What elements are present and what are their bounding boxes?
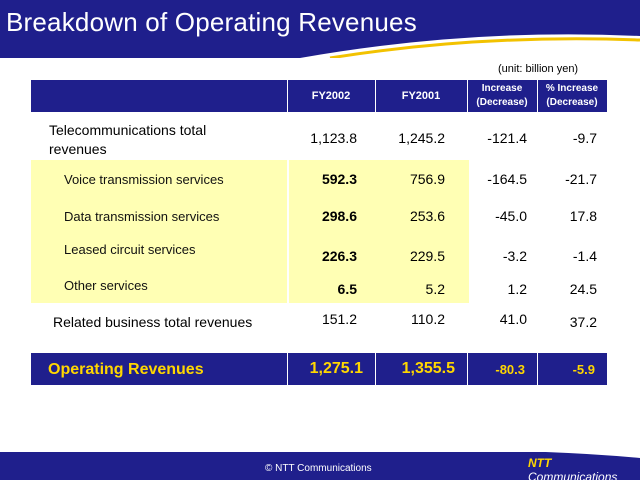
row-data-fy2002: 298.6 xyxy=(321,208,357,224)
col-fy2001: FY2001 xyxy=(401,90,441,102)
total-inc: -80.3 xyxy=(495,362,525,377)
row-data-fy2001: 253.6 xyxy=(409,208,445,224)
row-data-label: Data transmission services xyxy=(64,209,220,224)
fy-columns-highlight xyxy=(289,160,469,303)
row-voice-label: Voice transmission services xyxy=(64,172,224,187)
unit-note: (unit: billion yen) xyxy=(498,63,579,75)
row-leased-inc: -3.2 xyxy=(502,248,527,264)
row-other-fy2001: 5.2 xyxy=(425,281,445,297)
footer-bar xyxy=(0,452,640,480)
ntt-communications-logo: NTT Communications xyxy=(528,456,640,480)
row-related-pct: 37.2 xyxy=(569,314,597,330)
col-increase-line1: Increase xyxy=(481,83,523,94)
col-pct-line1: % Increase xyxy=(545,83,599,94)
logo-communications: Communications xyxy=(528,470,618,480)
row-data-pct: 17.8 xyxy=(569,208,597,224)
row-related-label: Related business total revenues xyxy=(53,314,253,330)
total-fy2002: 1,275.1 xyxy=(309,360,363,377)
row-leased-fy2001: 229.5 xyxy=(409,248,445,264)
copyright-text: © NTT Communications xyxy=(265,463,372,474)
row-telecom-pct: -9.7 xyxy=(572,130,597,146)
swoosh-decoration xyxy=(300,34,640,58)
row-related-fy2002: 151.2 xyxy=(321,311,357,327)
row-voice-inc: -164.5 xyxy=(487,171,527,187)
total-label: Operating Revenues xyxy=(48,361,204,378)
row-telecom-inc: -121.4 xyxy=(487,130,527,146)
total-fy2001: 1,355.5 xyxy=(401,360,455,377)
row-related-fy2001: 110.2 xyxy=(411,311,445,327)
col-increase-line2: (Decrease) xyxy=(476,97,528,108)
total-row: Operating Revenues 1,275.1 1,355.5 -80.3… xyxy=(31,353,607,385)
row-related-inc: 41.0 xyxy=(499,311,527,327)
total-pct: -5.9 xyxy=(572,362,595,377)
row-telecom-fy2002: 1,123.8 xyxy=(310,130,357,146)
table-header: FY2002 FY2001 Increase (Decrease) % Incr… xyxy=(31,80,607,112)
row-other-pct: 24.5 xyxy=(569,281,597,297)
row-telecom-label-1: Telecommunications total xyxy=(49,122,207,138)
page-title: Breakdown of Operating Revenues xyxy=(6,7,417,37)
row-leased-fy2002: 226.3 xyxy=(321,248,357,264)
col-pct-line2: (Decrease) xyxy=(546,97,598,108)
col-fy2002: FY2002 xyxy=(311,90,351,102)
row-data-inc: -45.0 xyxy=(495,208,527,224)
row-leased-pct: -1.4 xyxy=(572,248,597,264)
logo-ntt: NTT xyxy=(528,456,552,470)
row-voice-pct: -21.7 xyxy=(565,171,597,187)
row-other-inc: 1.2 xyxy=(507,281,527,297)
row-other-fy2002: 6.5 xyxy=(337,281,357,297)
row-voice-fy2001: 756.9 xyxy=(409,171,445,187)
sub-rows-highlight xyxy=(31,160,287,303)
row-other-label: Other services xyxy=(64,278,148,293)
row-telecom-label-2: revenues xyxy=(49,141,107,157)
row-voice-fy2002: 592.3 xyxy=(321,171,357,187)
title-banner: Breakdown of Operating Revenues xyxy=(0,0,640,58)
row-telecom-fy2001: 1,245.2 xyxy=(398,130,445,146)
row-leased-label: Leased circuit services xyxy=(64,242,196,257)
